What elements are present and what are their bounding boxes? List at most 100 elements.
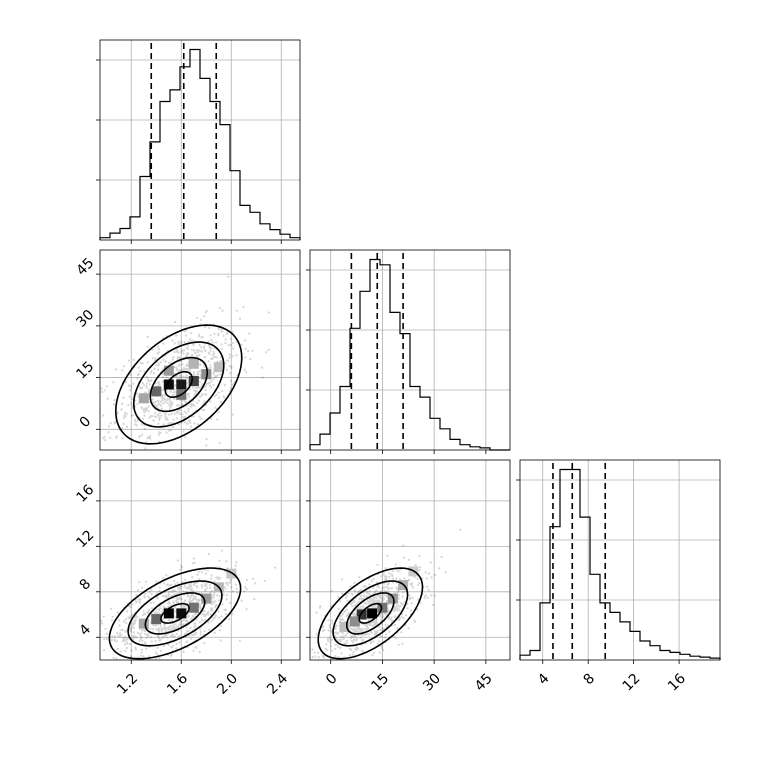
scatter-point <box>178 369 181 372</box>
scatter-point <box>140 637 143 640</box>
scatter-point <box>190 634 193 637</box>
scatter-point <box>370 599 373 603</box>
scatter-point <box>170 422 173 425</box>
scatter-point <box>213 602 216 605</box>
scatter-point <box>217 578 220 581</box>
scatter-point <box>208 584 212 587</box>
scatter-point <box>183 410 186 414</box>
scatter-point <box>104 439 107 442</box>
scatter-point <box>158 589 161 593</box>
scatter-point <box>170 590 173 593</box>
scatter-point <box>355 637 358 640</box>
scatter-point <box>184 436 187 439</box>
scatter-point <box>190 584 193 587</box>
scatter-point <box>358 598 361 601</box>
scatter-point <box>161 636 165 639</box>
scatter-point <box>163 623 166 626</box>
scatter-point <box>360 597 363 600</box>
scatter-point <box>365 591 368 594</box>
scatter-point <box>214 375 217 378</box>
scatter-point <box>168 628 171 631</box>
scatter-point <box>161 394 164 397</box>
scatter-point <box>203 355 207 358</box>
scatter-point <box>133 619 136 622</box>
scatter-point <box>183 399 186 403</box>
scatter-point <box>372 606 375 609</box>
scatter-point <box>369 598 372 601</box>
scatter-point <box>144 391 147 394</box>
scatter-point <box>336 645 339 648</box>
scatter-point <box>372 624 376 627</box>
scatter-point <box>429 561 432 564</box>
scatter-point <box>358 630 361 633</box>
scatter-point <box>228 581 231 584</box>
scatter-point <box>400 631 403 634</box>
scatter-point <box>178 591 181 595</box>
scatter-point <box>198 343 201 346</box>
scatter-point <box>142 655 145 658</box>
scatter-point <box>180 620 183 623</box>
scatter-point <box>330 658 333 660</box>
scatter-point <box>198 415 201 418</box>
scatter-point <box>158 417 161 420</box>
scatter-point <box>386 554 389 557</box>
scatter-point <box>217 332 220 335</box>
scatter-point <box>366 632 369 635</box>
scatter-point <box>138 639 141 642</box>
scatter-point <box>343 610 346 613</box>
scatter-point <box>157 348 161 351</box>
scatter-point <box>229 337 232 340</box>
scatter-point <box>132 623 135 626</box>
scatter-point <box>207 552 210 556</box>
scatter-point <box>380 615 383 618</box>
scatter-point <box>130 414 133 417</box>
scatter-point <box>227 344 230 347</box>
scatter-point <box>413 576 416 579</box>
scatter-point <box>339 619 342 622</box>
scatter-point <box>112 381 115 384</box>
scatter-point <box>371 654 374 657</box>
scatter-point <box>361 639 364 642</box>
scatter-point <box>410 602 413 605</box>
scatter-point <box>352 613 355 616</box>
scatter-point <box>369 598 373 601</box>
scatter-point <box>152 402 156 405</box>
scatter-point <box>338 617 342 620</box>
scatter-point <box>401 603 404 606</box>
scatter-point <box>162 606 166 609</box>
scatter-point <box>157 433 160 436</box>
scatter-point <box>159 431 162 435</box>
scatter-point <box>171 394 175 397</box>
scatter-point <box>173 351 176 354</box>
scatter-point <box>144 409 147 412</box>
scatter-point <box>125 412 128 415</box>
scatter-point <box>147 632 150 635</box>
x-tick-label: 8 <box>580 671 598 689</box>
scatter-point <box>214 616 217 619</box>
scatter-point <box>187 347 190 350</box>
scatter-point <box>154 624 157 627</box>
scatter-point <box>171 401 174 404</box>
scatter-point <box>368 623 371 626</box>
scatter-point <box>360 629 363 632</box>
scatter-point <box>229 387 232 390</box>
scatter-point <box>208 364 212 367</box>
scatter-point <box>205 583 208 586</box>
scatter-point <box>191 576 194 579</box>
scatter-point <box>339 638 342 641</box>
scatter-point <box>392 635 395 638</box>
scatter-point <box>90 647 92 649</box>
scatter-point <box>105 385 108 388</box>
scatter-point <box>369 630 373 634</box>
scatter-point <box>164 634 167 637</box>
scatter-point <box>167 429 171 432</box>
scatter-point <box>160 396 163 399</box>
scatter-point <box>170 413 173 416</box>
scatter-point <box>307 651 309 653</box>
scatter-point <box>163 624 166 627</box>
grid <box>96 250 300 454</box>
scatter-point <box>365 590 368 593</box>
scatter-point <box>390 587 393 590</box>
scatter-point <box>122 638 126 641</box>
scatter-point <box>181 363 184 366</box>
